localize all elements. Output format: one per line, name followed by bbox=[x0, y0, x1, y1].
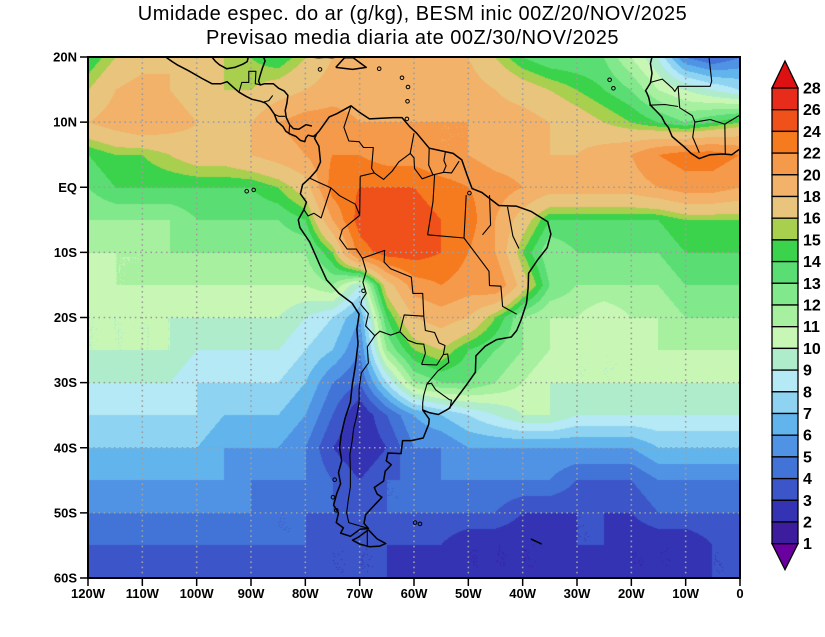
x-tick-label: 0 bbox=[736, 586, 743, 601]
x-tick-label: 30W bbox=[564, 586, 591, 601]
y-tick-label: 50S bbox=[54, 505, 77, 520]
colorbar: 28 26 24 22 20 18 16 15 14 13 12 11 10 9 8 7 6 5 4 3 2 1 bbox=[770, 59, 821, 572]
colorbar-cell bbox=[771, 174, 799, 198]
colorbar-label: 12 bbox=[803, 298, 821, 315]
colorbar-label: 16 bbox=[803, 211, 821, 228]
colorbar-label: 15 bbox=[803, 232, 821, 249]
colorbar-cell bbox=[771, 477, 799, 501]
colorbar-cell bbox=[771, 87, 799, 111]
y-tick-label: 20S bbox=[54, 310, 77, 325]
x-tick-label: 120W bbox=[71, 586, 106, 601]
colorbar-label: 22 bbox=[803, 146, 821, 163]
colorbar-cell bbox=[771, 347, 799, 371]
y-tick-label: 40S bbox=[54, 440, 77, 455]
colorbar-cell bbox=[771, 109, 799, 133]
colorbar-label: 9 bbox=[803, 363, 812, 380]
colorbar-cell bbox=[771, 282, 799, 306]
y-axis-labels: 20N 10N EQ 10S 20S 30S 40S 50S 60S bbox=[53, 50, 77, 586]
colorbar-label: 1 bbox=[803, 536, 812, 553]
colorbar-label: 8 bbox=[803, 384, 812, 401]
colorbar-cell bbox=[771, 434, 799, 458]
colorbar-label: 18 bbox=[803, 189, 821, 206]
y-tick-label: EQ bbox=[58, 180, 77, 195]
colorbar-cell bbox=[771, 456, 799, 480]
x-axis-labels: 120W 110W 100W 90W 80W 70W 60W 50W 40W 30W 20W 10W 0 bbox=[71, 586, 744, 601]
colorbar-cell bbox=[771, 239, 799, 263]
colorbar-cell bbox=[771, 304, 799, 328]
x-tick-label: 90W bbox=[238, 586, 265, 601]
colorbar-cell bbox=[771, 195, 799, 219]
colorbar-label: 14 bbox=[803, 254, 821, 271]
colorbar-label: 11 bbox=[803, 319, 820, 336]
x-tick-label: 40W bbox=[509, 586, 536, 601]
colorbar-cell bbox=[771, 521, 799, 545]
graticule-gridlines bbox=[88, 57, 740, 578]
coastline bbox=[165, 56, 741, 548]
x-tick-label: 50W bbox=[455, 586, 482, 601]
x-tick-label: 80W bbox=[292, 586, 319, 601]
colorbar-label: 4 bbox=[803, 471, 812, 488]
x-tick-label: 110W bbox=[126, 586, 160, 601]
colorbar-top-arrow bbox=[770, 59, 800, 89]
colorbar-cell bbox=[771, 412, 799, 436]
colorbar-cell bbox=[771, 499, 799, 523]
colorbar-bottom-arrow bbox=[770, 543, 800, 572]
colorbar-cell bbox=[771, 326, 799, 350]
axis-ticks bbox=[80, 56, 741, 586]
colorbar-cell bbox=[771, 369, 799, 393]
chart-title: Umidade espec. do ar (g/kg), BESM inic 0… bbox=[137, 3, 688, 25]
colorbar-label: 26 bbox=[803, 102, 821, 119]
colorbar-cell bbox=[771, 391, 799, 415]
y-tick-label: 20N bbox=[53, 50, 77, 65]
colorbar-cell bbox=[771, 152, 799, 176]
colorbar-label: 2 bbox=[803, 515, 812, 532]
y-tick-label: 30S bbox=[54, 375, 77, 390]
colorbar-cell bbox=[771, 260, 799, 284]
y-tick-label: 60S bbox=[54, 571, 77, 586]
chart-titles: Umidade espec. do ar (g/kg), BESM inic 0… bbox=[0, 3, 825, 50]
colorbar-cell bbox=[771, 130, 799, 154]
country-borders bbox=[238, 56, 741, 546]
colorbar-label: 20 bbox=[803, 167, 821, 184]
colorbar-label: 6 bbox=[803, 428, 812, 445]
colorbar-label: 13 bbox=[803, 276, 821, 293]
colorbar-label: 3 bbox=[803, 493, 812, 510]
colorbar-label: 28 bbox=[803, 81, 821, 98]
colorbar-label: 24 bbox=[803, 124, 821, 141]
colorbar-label: 10 bbox=[803, 341, 821, 358]
x-tick-label: 10W bbox=[672, 586, 699, 601]
x-tick-label: 100W bbox=[180, 586, 215, 601]
colorbar-label: 7 bbox=[803, 406, 812, 423]
chart-subtitle: Previsao media diaria ate 00Z/30/NOV/202… bbox=[206, 27, 619, 49]
x-tick-label: 70W bbox=[346, 586, 373, 601]
island-icons bbox=[244, 66, 616, 527]
y-tick-label: 10N bbox=[53, 115, 77, 130]
y-tick-label: 10S bbox=[54, 245, 77, 260]
x-tick-label: 60W bbox=[401, 586, 428, 601]
x-tick-label: 20W bbox=[618, 586, 645, 601]
colorbar-cell bbox=[771, 217, 799, 241]
colorbar-label: 5 bbox=[803, 449, 812, 466]
